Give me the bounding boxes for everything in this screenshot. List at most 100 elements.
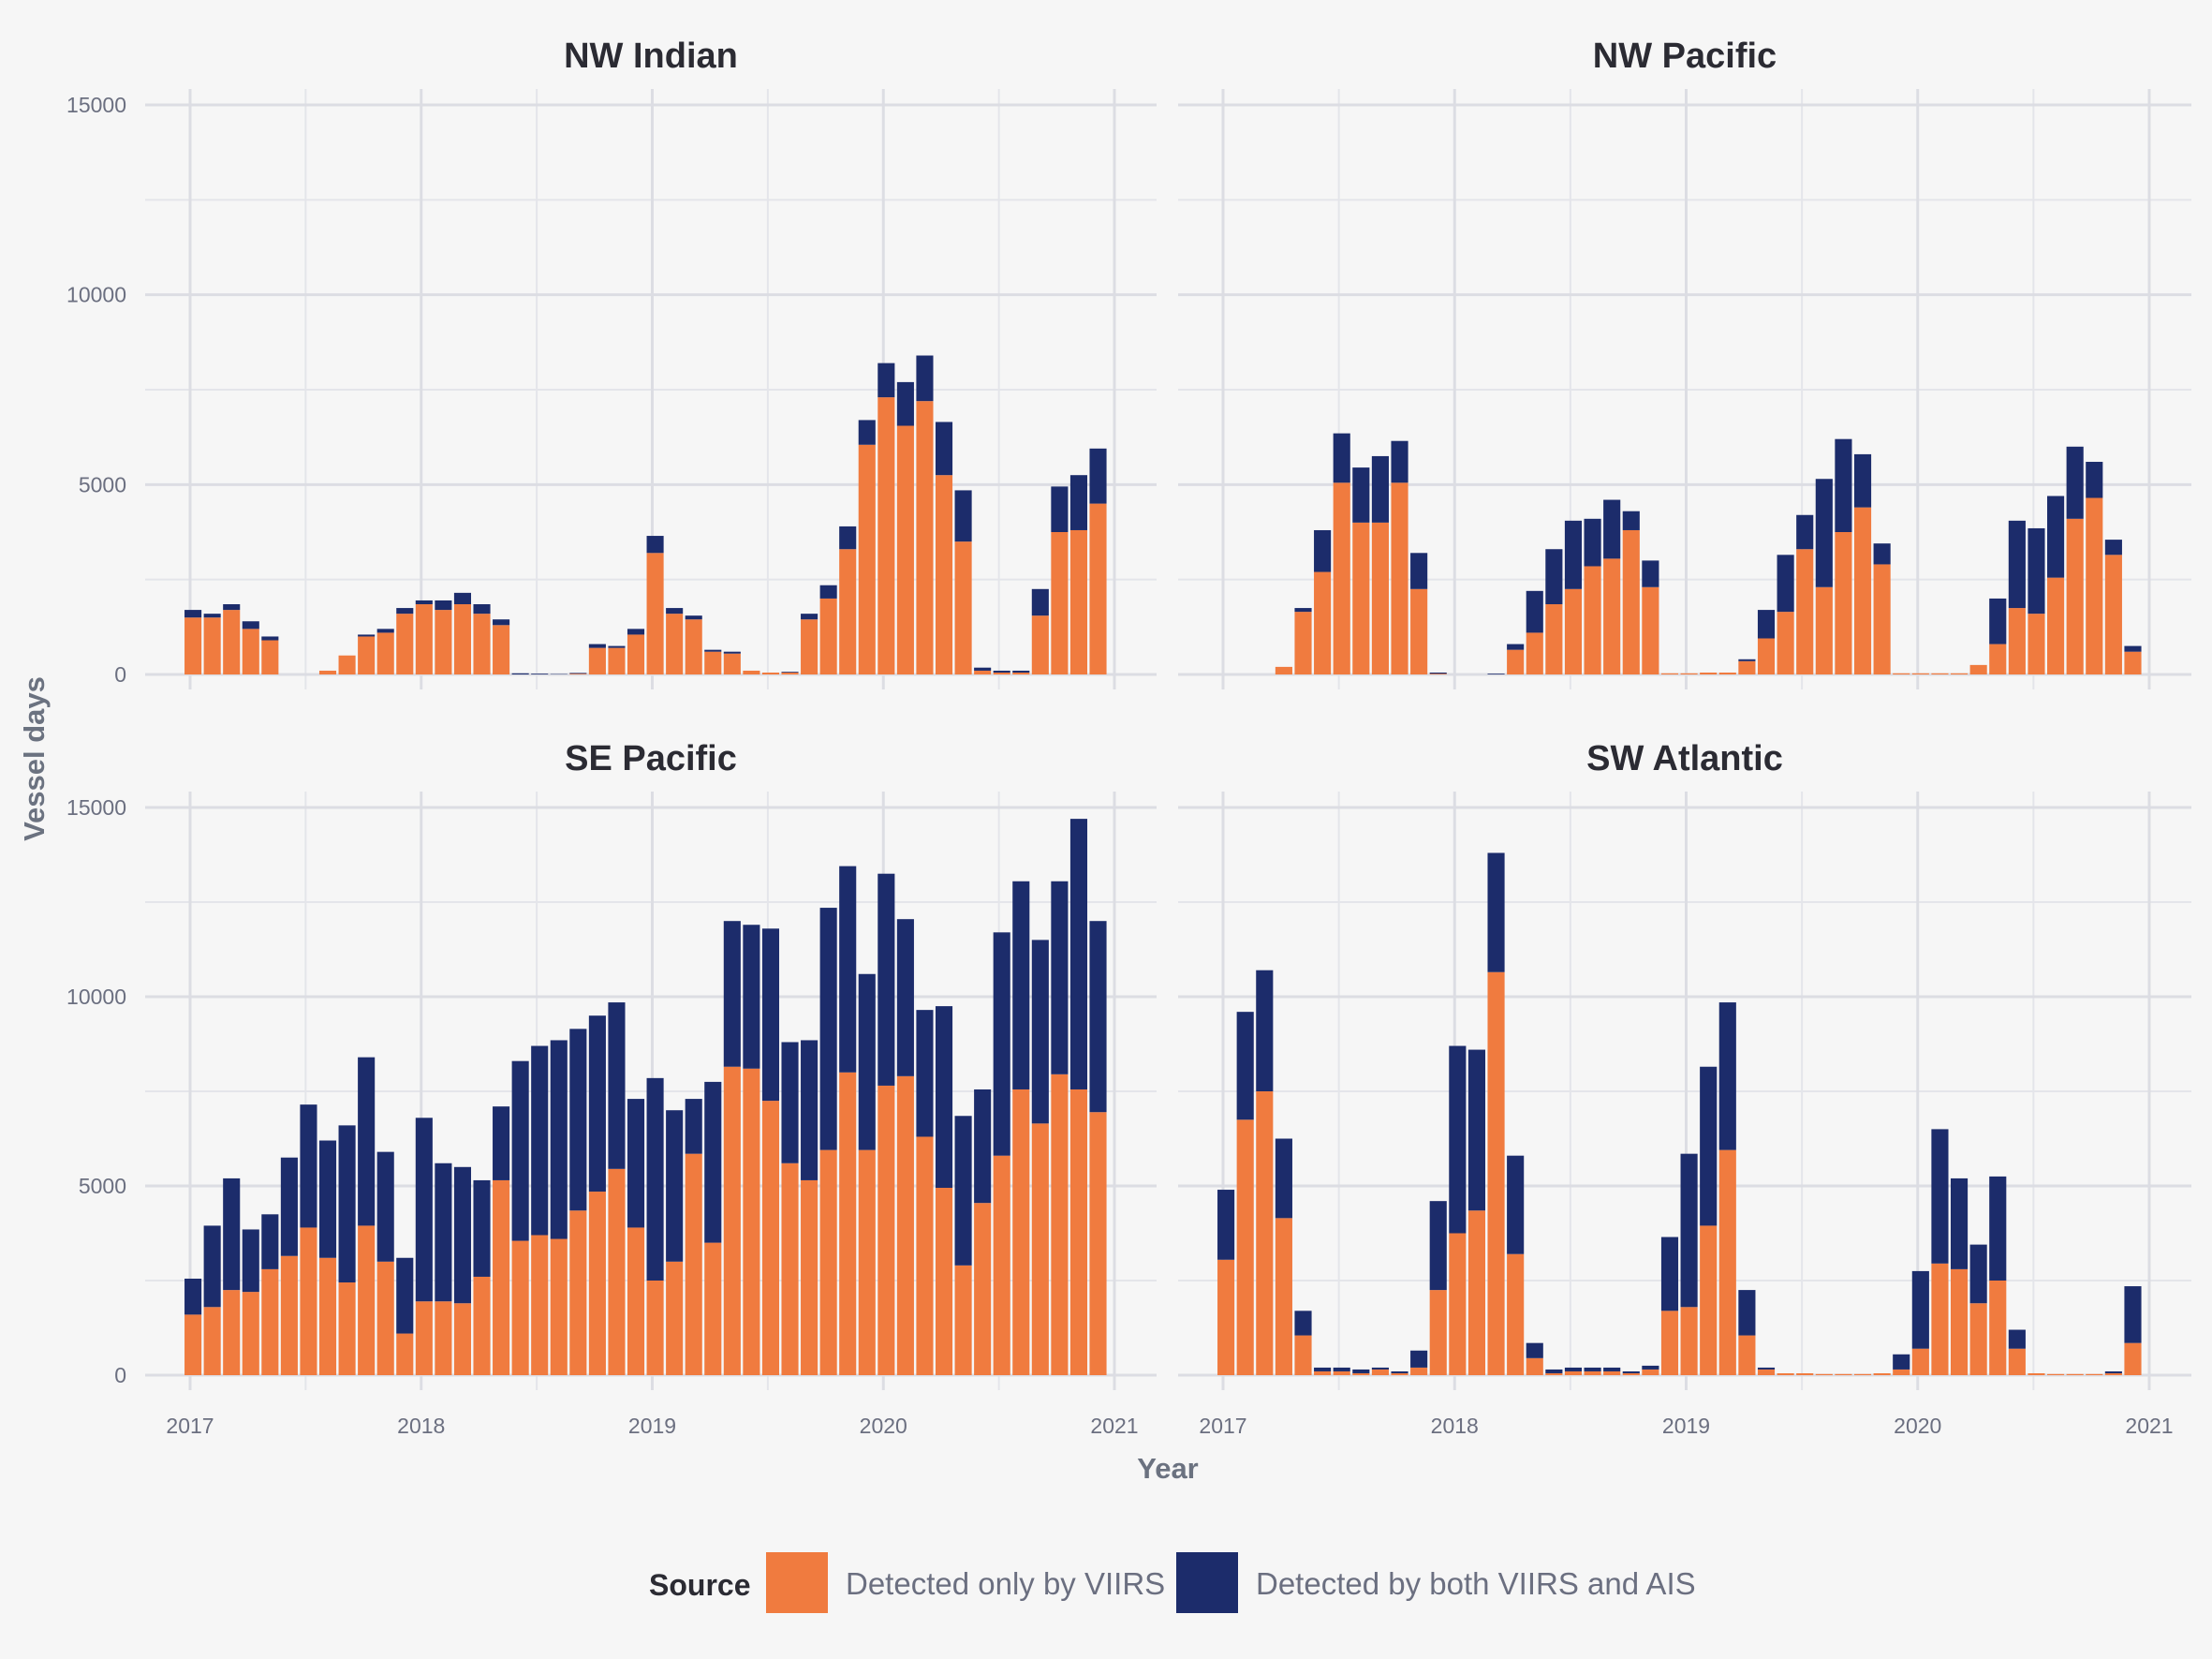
bar-viirs-only bbox=[608, 1168, 626, 1375]
bar-both bbox=[685, 615, 702, 620]
bar-both bbox=[242, 621, 259, 630]
bar-both bbox=[1487, 852, 1505, 972]
bar-both bbox=[1069, 475, 1088, 530]
bar-viirs-only bbox=[761, 672, 780, 674]
bar-both bbox=[453, 592, 472, 605]
bar-viirs-only bbox=[1603, 558, 1621, 674]
bar-viirs-only bbox=[1069, 1089, 1088, 1375]
bar-viirs-only bbox=[743, 1068, 760, 1375]
bar-viirs-only bbox=[1089, 503, 1107, 674]
panel-nw-indian: NW Indian 0 5000 10000 15000 bbox=[66, 37, 1157, 689]
bar-both bbox=[2008, 520, 2026, 609]
bar-viirs-only bbox=[2008, 1348, 2026, 1375]
bar-viirs-only bbox=[1275, 1218, 1292, 1375]
bar-viirs-only bbox=[203, 617, 221, 674]
bar-viirs-only bbox=[1275, 666, 1292, 674]
bar-both bbox=[781, 672, 799, 673]
bar-viirs-only bbox=[261, 640, 279, 674]
bar-viirs-only bbox=[1352, 1372, 1370, 1375]
bar-viirs-only bbox=[588, 1192, 606, 1375]
bar-both bbox=[1660, 1237, 1679, 1311]
bar-viirs-only bbox=[666, 614, 684, 674]
bar-both bbox=[1352, 1369, 1370, 1373]
bar-viirs-only bbox=[1873, 564, 1891, 674]
panel-nw-pacific: NW Pacific bbox=[1178, 37, 2191, 689]
bar-viirs-only bbox=[1031, 615, 1049, 674]
bar-both bbox=[1564, 1367, 1583, 1371]
bar-both bbox=[646, 536, 664, 554]
bar-both bbox=[1391, 1370, 1408, 1373]
bar-viirs-only bbox=[2104, 1372, 2122, 1375]
legend: Source Detected only by VIIRS Detected b… bbox=[649, 1552, 1696, 1613]
bar-both bbox=[1089, 921, 1107, 1113]
bar-both bbox=[1603, 499, 1621, 559]
bar-both bbox=[1371, 1367, 1389, 1370]
bar-both bbox=[1622, 511, 1640, 530]
bar-viirs-only bbox=[2028, 1372, 2045, 1375]
bar-both bbox=[819, 585, 837, 599]
bar-both bbox=[203, 1225, 221, 1308]
bar-viirs-only bbox=[723, 653, 741, 674]
bar-both bbox=[261, 636, 279, 641]
bar-both bbox=[1429, 1201, 1447, 1291]
bar-viirs-only bbox=[916, 401, 934, 674]
bar-both bbox=[1911, 1270, 1929, 1349]
bar-viirs-only bbox=[801, 619, 818, 674]
bar-viirs-only bbox=[358, 636, 376, 674]
bar-both bbox=[627, 1099, 645, 1228]
bar-both bbox=[453, 1166, 472, 1304]
bar-viirs-only bbox=[2066, 1373, 2084, 1375]
bar-viirs-only bbox=[2124, 651, 2142, 674]
bar-both bbox=[435, 600, 452, 611]
bar-viirs-only bbox=[877, 397, 895, 674]
bar-both bbox=[1796, 514, 1814, 550]
bar-viirs-only bbox=[2086, 497, 2103, 674]
bar-both bbox=[1700, 1066, 1718, 1226]
y-tick-label: 10000 bbox=[66, 985, 126, 1009]
x-axis-title: Year bbox=[1137, 1452, 1199, 1485]
bar-viirs-only bbox=[954, 541, 972, 674]
bar-viirs-only bbox=[1545, 1372, 1563, 1375]
bar-both bbox=[993, 932, 1010, 1156]
bar-both bbox=[1352, 467, 1370, 523]
bar-viirs-only bbox=[493, 1179, 510, 1375]
bar-viirs-only bbox=[1051, 1074, 1069, 1375]
y-tick-label: 10000 bbox=[66, 283, 126, 307]
bar-viirs-only bbox=[1603, 1370, 1621, 1375]
bar-viirs-only bbox=[1051, 532, 1069, 674]
bar-both bbox=[1584, 518, 1601, 567]
bar-viirs-only bbox=[819, 1149, 837, 1375]
bar-both bbox=[2124, 1286, 2142, 1343]
bar-viirs-only bbox=[1294, 612, 1312, 674]
bar-both bbox=[781, 1042, 799, 1163]
panels: NW Indian 0 5000 10000 15000 NW Pacific SE Pac… bbox=[66, 37, 2191, 1438]
bar-viirs-only bbox=[376, 1261, 394, 1375]
bar-both bbox=[858, 973, 876, 1150]
bar-viirs-only bbox=[839, 549, 857, 674]
bar-both bbox=[1564, 520, 1583, 589]
bar-viirs-only bbox=[935, 475, 953, 674]
bar-viirs-only bbox=[1352, 522, 1370, 674]
bar-viirs-only bbox=[396, 614, 414, 674]
bar-viirs-only bbox=[1622, 529, 1640, 674]
bar-viirs-only bbox=[1526, 1357, 1543, 1375]
bar-viirs-only bbox=[1815, 586, 1833, 674]
bar-viirs-only bbox=[1314, 1370, 1332, 1375]
bar-viirs-only bbox=[1391, 1372, 1408, 1375]
bar-both bbox=[1545, 549, 1563, 605]
bar-viirs-only bbox=[1564, 1370, 1583, 1375]
bar-both bbox=[569, 1029, 587, 1211]
bar-viirs-only bbox=[993, 1155, 1010, 1375]
bar-viirs-only bbox=[1660, 1311, 1679, 1375]
bar-viirs-only bbox=[704, 1242, 722, 1375]
bar-viirs-only bbox=[511, 1240, 529, 1375]
bar-viirs-only bbox=[1236, 1119, 1254, 1375]
bar-both bbox=[916, 1010, 934, 1137]
bar-both bbox=[473, 604, 491, 615]
x-tick-label: 2021 bbox=[1090, 1414, 1138, 1438]
bar-both bbox=[1012, 881, 1030, 1089]
bar-viirs-only bbox=[1969, 1303, 1987, 1375]
bar-both bbox=[1642, 560, 1659, 587]
bar-viirs-only bbox=[569, 1210, 587, 1375]
